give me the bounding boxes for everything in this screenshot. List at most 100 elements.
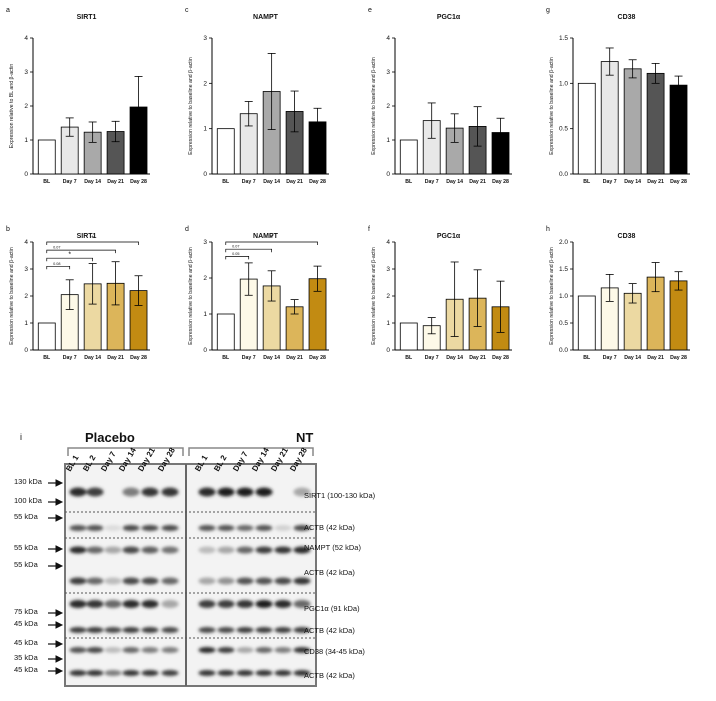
bar-bl — [399, 322, 418, 351]
blot-band — [86, 647, 104, 653]
x-tick-label: Day 21 — [469, 179, 486, 185]
significance-label: 0.08 — [53, 262, 60, 266]
band-label: NAMPT (52 kDa) — [304, 543, 361, 552]
blot-band — [236, 670, 254, 676]
mw-marker-label: 55 kDa — [14, 512, 38, 521]
y-tick-label: 3 — [386, 69, 390, 76]
blot-band — [198, 627, 216, 633]
x-tick-label: Day 14 — [84, 179, 101, 185]
chart-panel-f: f PGC1α Expression relative to baseline an… — [368, 226, 512, 361]
blot-band — [69, 577, 87, 585]
marker-arrowhead — [55, 498, 64, 506]
blot-band — [141, 670, 159, 676]
x-tick-label: BL — [222, 355, 230, 361]
mw-marker-label: 55 kDa — [14, 560, 38, 569]
band-label: PGC1α (91 kDa) — [304, 604, 360, 613]
y-tick-label: 1 — [203, 311, 207, 318]
blot-band — [255, 627, 273, 633]
blot-membrane — [64, 463, 317, 687]
blot-band — [141, 647, 159, 653]
y-axis-label: Expression relative to baseline and β-ac… — [188, 57, 194, 155]
x-tick-label: Day 21 — [469, 355, 486, 361]
y-tick-label: 1.5 — [559, 35, 568, 42]
y-tick-label: 1 — [24, 320, 28, 327]
blot-band — [236, 487, 254, 497]
chart-title: SIRT1 — [77, 233, 97, 240]
blot-band — [274, 600, 292, 608]
blot-band — [122, 546, 140, 554]
blot-band — [122, 525, 140, 531]
blot-band — [255, 487, 273, 497]
x-tick-label: Day 21 — [107, 355, 124, 361]
blot-band — [161, 647, 179, 653]
y-tick-label: 0 — [203, 347, 207, 354]
y-axis-label: Expression relative to baseline and β-ac… — [549, 57, 555, 155]
mw-marker-label: 100 kDa — [14, 496, 42, 505]
y-tick-label: 3 — [24, 69, 28, 76]
blot-band — [69, 670, 87, 676]
blot-band — [293, 647, 311, 653]
blot-band — [217, 525, 235, 531]
x-tick-label: Day 28 — [130, 355, 147, 361]
y-tick-label: 1.5 — [559, 266, 568, 273]
mw-marker-label: 55 kDa — [14, 543, 38, 552]
y-axis-label: Expression relative to baseline and β-ac… — [371, 57, 377, 155]
blot-band — [104, 577, 122, 585]
blot-band — [161, 600, 179, 608]
y-tick-label: 2 — [386, 293, 390, 300]
blot-band — [198, 525, 216, 531]
blot-band — [236, 546, 254, 554]
blot-band — [217, 670, 235, 676]
blot-band — [141, 487, 159, 497]
blot-band — [104, 546, 122, 554]
y-tick-label: 2 — [24, 103, 28, 110]
blot-band — [104, 600, 122, 608]
x-tick-label: BL — [222, 179, 230, 185]
group-label-nt: NT — [296, 430, 314, 445]
marker-arrowhead — [55, 621, 64, 629]
blot-band — [255, 546, 273, 554]
marker-arrowhead — [55, 667, 64, 675]
band-label: ACTB (42 kDa) — [304, 671, 355, 680]
x-tick-label: Day 21 — [647, 355, 664, 361]
blot-band — [69, 627, 87, 633]
x-tick-label: Day 7 — [242, 355, 256, 361]
significance-bracket — [46, 265, 71, 270]
blot-band — [255, 600, 273, 608]
bar-day-28 — [669, 84, 688, 175]
blot-band — [86, 600, 104, 608]
band-label: ACTB (42 kDa) — [304, 626, 355, 635]
x-tick-label: Day 28 — [670, 355, 687, 361]
y-tick-label: 2 — [386, 103, 390, 110]
blot-band — [293, 600, 311, 608]
significance-bracket — [46, 249, 116, 254]
blot-band — [198, 577, 216, 585]
blot-band — [293, 487, 311, 497]
chart-title: NAMPT — [253, 14, 279, 21]
y-tick-label: 0.5 — [559, 320, 568, 327]
bar-bl — [577, 295, 596, 351]
panel-letter: d — [185, 226, 189, 233]
chart-title: PGC1α — [437, 233, 461, 240]
blot-band — [274, 627, 292, 633]
y-tick-label: 2 — [24, 293, 28, 300]
significance-label: * — [68, 252, 71, 259]
marker-arrowhead — [55, 545, 64, 553]
panel-letter: a — [6, 7, 10, 14]
x-tick-label: Day 7 — [63, 355, 77, 361]
blot-band — [198, 546, 216, 554]
blot-band — [198, 670, 216, 676]
y-tick-label: 2.0 — [559, 239, 568, 246]
y-tick-label: 0 — [386, 347, 390, 354]
blot-band — [255, 577, 273, 585]
blot-band — [86, 525, 104, 531]
blot-band — [255, 670, 273, 676]
blot-band — [236, 600, 254, 608]
x-tick-label: Day 14 — [446, 355, 463, 361]
y-tick-label: 4 — [386, 239, 390, 246]
figure-charts: a SIRT1 Expression relative to BL and β-ac… — [6, 7, 690, 361]
blot-band — [86, 627, 104, 633]
bar-bl — [399, 139, 418, 175]
blot-band — [198, 487, 216, 497]
blot-band — [122, 647, 140, 653]
